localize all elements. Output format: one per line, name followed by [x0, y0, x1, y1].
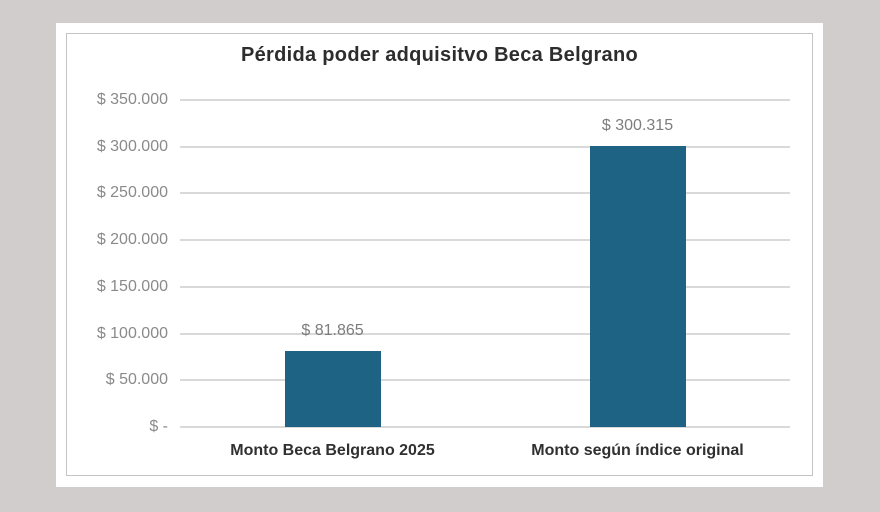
- x-axis-category-label: Monto Beca Belgrano 2025: [230, 442, 435, 459]
- gridline: [180, 99, 790, 101]
- y-axis-tick-label: $ 300.000: [96, 137, 168, 155]
- bar-value-label: $ 300.315: [601, 117, 674, 135]
- y-axis-tick-label: $ 50.000: [105, 371, 168, 389]
- bar: [589, 146, 686, 427]
- gridline: [180, 332, 790, 335]
- y-axis-tick-label: $ 350.000: [96, 91, 168, 108]
- chart-card: Pérdida poder adquisitvo Beca Belgrano $…: [56, 23, 823, 487]
- gridline: [180, 239, 790, 242]
- gridline: [180, 285, 790, 288]
- bar: [284, 350, 381, 427]
- y-axis-tick-label: $ 200.000: [96, 231, 168, 249]
- y-axis-tick-label: $ -: [149, 418, 168, 435]
- gridline: [180, 379, 790, 382]
- bar-value-label: $ 81.865: [301, 321, 364, 339]
- gridline: [180, 192, 790, 195]
- gridline: [180, 426, 790, 428]
- y-axis-tick-label: $ 100.000: [96, 324, 168, 342]
- chart-title: Pérdida poder adquisitvo Beca Belgrano: [240, 44, 639, 66]
- x-axis-category-label: Monto según índice original: [531, 442, 744, 459]
- y-axis-tick-label: $ 250.000: [96, 184, 168, 202]
- chart-frame-border: [66, 33, 813, 476]
- gridline: [180, 145, 790, 148]
- chart: Pérdida poder adquisitvo Beca Belgrano $…: [56, 23, 823, 487]
- y-axis-tick-label: $ 150.000: [96, 277, 168, 295]
